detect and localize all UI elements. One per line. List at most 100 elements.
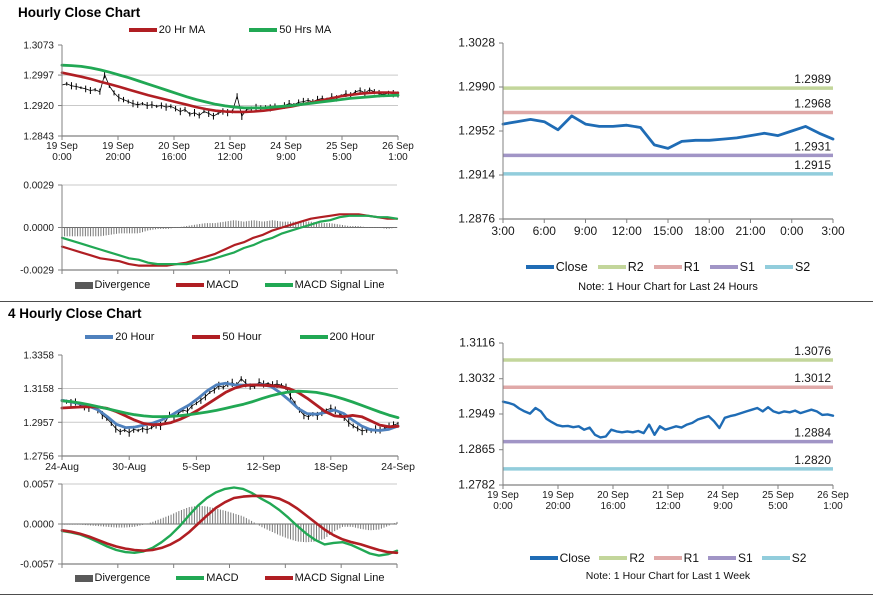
x-tick-label: 20 Sep — [158, 141, 190, 152]
divergence-bar — [245, 518, 247, 524]
divergence-bar — [266, 524, 268, 530]
divergence-bar — [373, 227, 375, 228]
legend-line-swatch-icon — [653, 556, 682, 560]
legend-line-swatch-icon — [299, 335, 328, 339]
divergence-bar — [92, 524, 94, 526]
hourly-pivot-legend: Close R2 R1 S1 S2 — [493, 260, 843, 274]
legend-label: MACD Signal Line — [294, 279, 385, 291]
divergence-bar — [175, 512, 177, 524]
legend-item-50-hrs-ma: 50 Hrs MA — [249, 24, 331, 36]
divergence-bar — [326, 223, 328, 228]
divergence-bar — [87, 524, 89, 526]
divergence-bar — [97, 524, 99, 527]
divergence-bar — [339, 524, 341, 529]
legend-line-swatch-icon — [525, 265, 554, 269]
legend-item-50-hour: 50 Hour — [192, 331, 262, 343]
legend-line-swatch-icon — [653, 265, 682, 269]
divergence-bar — [201, 223, 203, 228]
divergence-bar — [199, 224, 201, 228]
divergence-bar — [79, 524, 81, 525]
section-divider — [0, 301, 873, 302]
x-tick-label: 25 Sep — [326, 141, 358, 152]
divergence-bar — [71, 227, 73, 237]
series-macd — [60, 486, 399, 557]
pivot-label-R1: 1.3012 — [794, 371, 831, 385]
y-tick-label: 1.2876 — [458, 212, 495, 226]
divergence-bar — [167, 515, 169, 524]
divergence-bar — [266, 221, 268, 228]
legend-line-swatch-icon — [192, 335, 221, 339]
legend-line-swatch-icon — [176, 576, 205, 580]
legend-item-r2: R2 — [597, 260, 644, 274]
legend-item-close: Close — [529, 551, 590, 565]
x-tick-label: 20:00 — [545, 501, 570, 512]
divergence-bar — [269, 524, 271, 531]
divergence-bar — [243, 221, 245, 228]
divergence-bar — [344, 524, 346, 527]
divergence-bar — [69, 227, 71, 237]
series-macd — [60, 213, 399, 267]
pivot-label-S2: 1.2820 — [794, 453, 831, 467]
divergence-bar — [300, 524, 302, 542]
divergence-bar — [199, 505, 201, 524]
divergence-bar — [367, 227, 369, 228]
divergence-bar — [328, 524, 330, 535]
legend-item-close: Close — [525, 260, 588, 274]
divergence-bar — [79, 227, 81, 237]
pivot-label-S1: 1.2931 — [794, 139, 831, 153]
divergence-bar — [318, 524, 320, 541]
x-tick-label: 18-Sep — [314, 461, 348, 473]
divergence-bar — [71, 524, 73, 525]
weekly-pivot-note: Note: 1 Hour Chart for Last 1 Week — [585, 570, 751, 582]
divergence-bar — [380, 524, 382, 529]
divergence-bar — [165, 516, 167, 524]
divergence-bar — [69, 524, 71, 525]
y-tick-label: 1.2949 — [458, 407, 495, 421]
y-tick-label: 0.0000 — [23, 223, 54, 234]
divergence-bar — [217, 509, 219, 524]
divergence-bar — [388, 227, 390, 229]
divergence-bar — [248, 519, 250, 524]
divergence-bar — [393, 227, 395, 228]
divergence-bar — [214, 223, 216, 228]
divergence-bar — [396, 521, 398, 524]
legend-label: R2 — [627, 260, 644, 274]
divergence-bar — [295, 524, 297, 542]
divergence-bar — [261, 221, 263, 228]
divergence-bar — [279, 221, 281, 228]
divergence-bar — [378, 227, 380, 228]
divergence-bar — [334, 223, 336, 228]
divergence-bar — [225, 221, 227, 228]
divergence-bar — [84, 524, 86, 526]
divergence-bar — [277, 524, 279, 535]
x-tick-label: 16:00 — [600, 501, 625, 512]
y-tick-label: 1.3158 — [23, 384, 54, 395]
x-tick-label: 3:00 — [491, 224, 515, 238]
legend-item-macd: MACD — [176, 572, 239, 584]
divergence-bar — [230, 220, 232, 228]
divergence-bar — [77, 227, 79, 237]
legend-line-swatch-icon — [764, 265, 793, 269]
pivot-label-R1: 1.2968 — [794, 96, 831, 110]
divergence-bar — [370, 524, 372, 531]
legend-item-divergence: Divergence — [74, 279, 151, 291]
x-tick-label: 19 Sep — [542, 490, 574, 501]
x-tick-label: 5:00 — [332, 152, 352, 163]
legend-label: Divergence — [94, 279, 151, 291]
divergence-bar — [391, 227, 393, 229]
divergence-bar — [256, 220, 258, 228]
divergence-bar — [284, 221, 286, 228]
divergence-bar — [318, 222, 320, 228]
divergence-bar — [157, 519, 159, 524]
legend-item-s1: S1 — [709, 260, 755, 274]
legend-line-swatch-icon — [597, 265, 626, 269]
divergence-bar — [227, 511, 229, 524]
y-tick-label: 1.2756 — [23, 452, 54, 463]
divergence-bar — [113, 227, 115, 235]
divergence-bar — [362, 524, 364, 530]
x-tick-label: 12:00 — [612, 224, 642, 238]
